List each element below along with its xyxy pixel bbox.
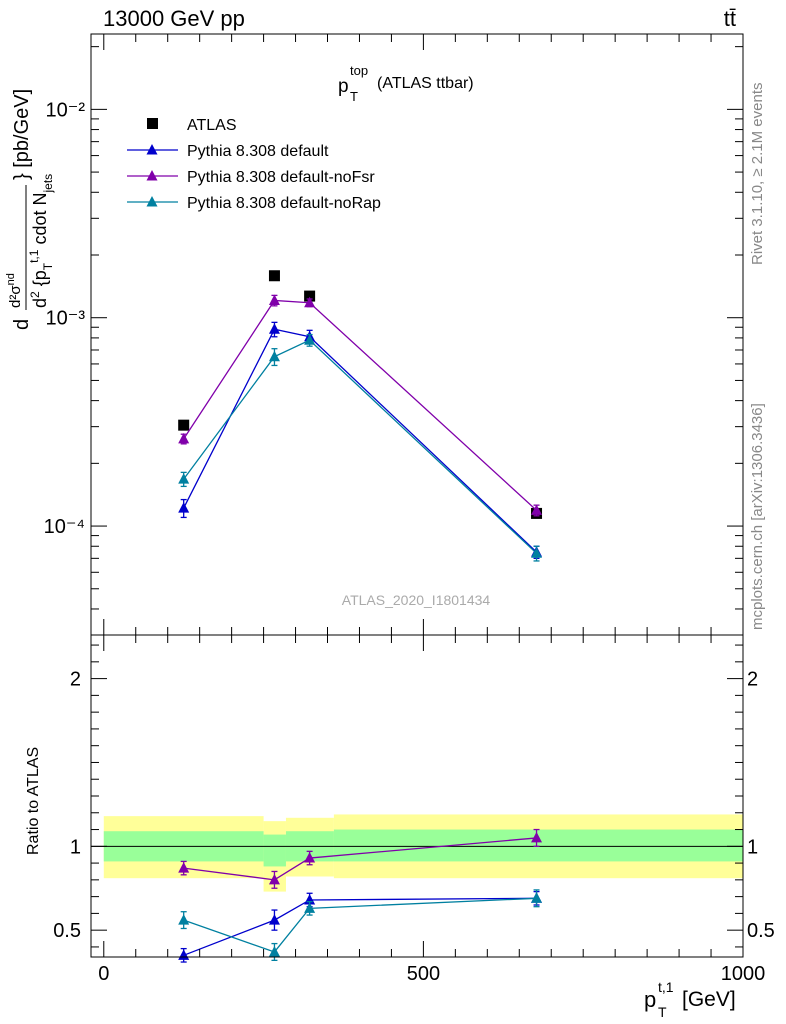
ratio-panel: 0.5 0.5 1 1 2 2 0 500 1000 (53, 634, 775, 985)
xlabel-unit: [GeV] (682, 988, 736, 1011)
ratio-ytick-label-right: 0.5 (747, 920, 775, 942)
data-point-2 (531, 504, 543, 515)
ratio-point-2 (178, 914, 190, 925)
xlabel: p T t,1 [GeV] (644, 979, 736, 1020)
ratio-ytick-label: 0.5 (53, 920, 81, 942)
uncertainty-band-inner (263, 834, 286, 867)
svg-text:T: T (658, 1004, 667, 1020)
ratio-ytick-label: 2 (70, 669, 81, 691)
svg-text:} [pb/GeV]: } [pb/GeV] (11, 89, 33, 180)
ylabel-num-sup: nd (5, 273, 17, 285)
data-point-1 (178, 502, 190, 513)
ratio-line-2 (183, 897, 537, 953)
ratio-ylabel: Ratio to ATLAS (25, 747, 42, 855)
title-sup: top (350, 63, 368, 78)
svg-text:top: top (350, 63, 368, 78)
ratio-point-0 (268, 914, 280, 925)
xlabel-main: p (644, 987, 656, 1012)
legend: ATLAS Pythia 8.308 default Pythia 8.308 de… (127, 117, 381, 212)
ratio-point-0 (178, 949, 190, 960)
rivet-label: Rivet 3.1.10, ≥ 2.1M events (749, 83, 766, 266)
main-panel: ATLAS_2020_I1801434 10⁻⁴ 10⁻³ 10⁻² (44, 33, 744, 636)
data-point-3 (268, 350, 280, 362)
main-ylabel: d d²σnd d2 {pTt,1 cdot Njets } [pb/GeV] (5, 89, 55, 330)
svg-text:p: p (644, 987, 656, 1012)
ratio-point-1 (304, 852, 316, 863)
data-point-2 (178, 432, 190, 444)
main-ytick-label: 10⁻³ (46, 308, 86, 330)
uncertainty-band-inner (333, 829, 743, 862)
svg-text:d²σnd: d²σnd (5, 273, 24, 308)
legend-marker (146, 170, 158, 181)
svg-text:p: p (338, 76, 349, 97)
mcplots-label: mcplots.cern.ch [arXiv:1306.3436] (749, 403, 766, 630)
ratio-frame (90, 634, 744, 958)
header-process-label: tt̄ (724, 6, 736, 31)
ratio-ytick-label-right: 1 (747, 836, 758, 858)
legend-entry-1: Pythia 8.308 default (187, 143, 329, 160)
xlabel-sub: T (658, 1004, 667, 1020)
ratio-ytick-label-right: 2 (747, 669, 758, 691)
data-point-3 (304, 334, 316, 345)
data-point-2 (304, 296, 316, 308)
ratio-point-2 (304, 902, 316, 913)
ratio-line-1 (183, 837, 537, 881)
title-sub: T (350, 89, 358, 104)
xtick-label: 500 (407, 963, 440, 985)
legend-entry-3: Pythia 8.308 default-noRap (187, 195, 381, 212)
ratio-point-1 (178, 862, 190, 873)
ylabel-num: d²σ (7, 285, 24, 308)
xtick-label: 0 (98, 963, 109, 985)
ylabel-den-b: {p (30, 270, 50, 286)
title-main: p (338, 76, 349, 97)
legend-entry-0: ATLAS (187, 117, 237, 134)
title-rest: (ATLAS ttbar) (377, 75, 474, 92)
header-collision-label: 13000 GeV pp (103, 6, 245, 31)
ratio-point-2 (531, 892, 543, 903)
svg-text:t,1: t,1 (658, 979, 674, 995)
ratio-point-1 (268, 873, 280, 885)
ylabel-d1: d (11, 319, 33, 330)
legend-marker-atlas (147, 118, 158, 129)
ylabel-den-c: cdot N (30, 193, 50, 245)
ylabel-den-sub2: jets (41, 174, 55, 194)
data-point-1 (268, 323, 280, 334)
data-point-atlas (304, 290, 316, 302)
data-point-3 (531, 547, 543, 558)
main-ytick-label: 10⁻⁴ (44, 516, 85, 538)
plot-title: p T top (ATLAS ttbar) (338, 63, 474, 104)
data-point-atlas (178, 419, 190, 431)
data-point-3 (178, 473, 190, 484)
ratio-ytick-label: 1 (70, 836, 81, 858)
legend-marker (146, 196, 158, 207)
data-point-atlas (268, 270, 280, 282)
svg-text:d: d (11, 319, 33, 330)
series-line-2 (183, 299, 537, 511)
svg-text:d2 {pTt,1 cdot Njets: d2 {pTt,1 cdot Njets (27, 174, 55, 308)
main-ytick-label: 10⁻² (46, 99, 86, 121)
legend-marker (146, 144, 158, 155)
data-point-2 (268, 294, 280, 305)
legend-entry-2: Pythia 8.308 default-noFsr (187, 169, 375, 186)
ylabel-den-sub: T (41, 262, 55, 270)
svg-text:(ATLAS ttbar): (ATLAS ttbar) (377, 75, 474, 92)
xtick-label: 1000 (721, 963, 766, 985)
ratio-line-0 (183, 897, 537, 956)
ylabel-unit: } [pb/GeV] (11, 89, 33, 180)
watermark: ATLAS_2020_I1801434 (342, 592, 491, 608)
series-line-1 (183, 328, 537, 553)
ylabel-den-a: d (30, 298, 50, 308)
svg-text:[GeV]: [GeV] (682, 988, 736, 1011)
svg-text:T: T (350, 89, 358, 104)
ylabel-den-sup: t,1 (27, 249, 41, 263)
ratio-point-2 (268, 945, 280, 957)
series-line-3 (183, 339, 537, 554)
ratio-point-1 (531, 831, 543, 843)
xlabel-sup: t,1 (658, 979, 674, 995)
